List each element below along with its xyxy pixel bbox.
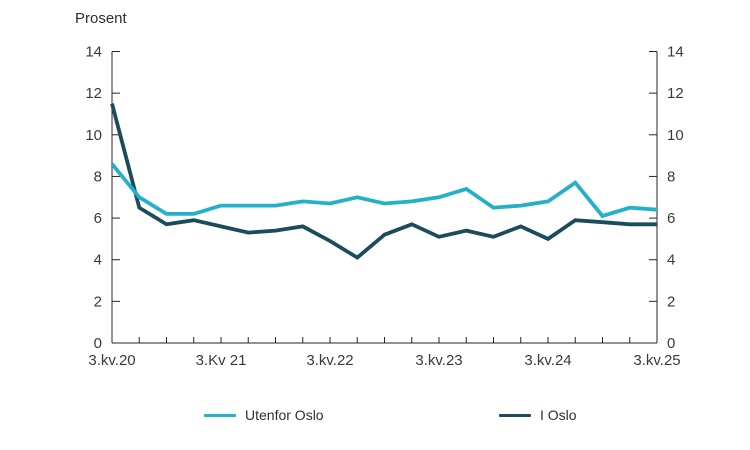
x-tick-label: 3.kv.24 [524, 352, 571, 369]
y-tick-label-right: 14 [667, 44, 684, 61]
x-tick-label: 3.kv.22 [306, 352, 353, 369]
series-line-i-oslo [110, 103, 657, 260]
legend-item-i-oslo: I Oslo [499, 404, 577, 426]
legend-item-utenfor-oslo: Utenfor Oslo [204, 404, 324, 426]
y-tick-label-right: 0 [667, 335, 675, 352]
x-tick-label: 3.kv.23 [415, 352, 462, 369]
y-tick-label-right: 4 [667, 252, 675, 269]
x-tick-label: 3.Kv 21 [196, 352, 247, 369]
legend-swatch-utenfor-oslo [204, 413, 236, 417]
y-tick-label-left: 6 [94, 210, 102, 227]
legend-label-utenfor-oslo: Utenfor Oslo [245, 407, 324, 423]
legend-label-i-oslo: I Oslo [540, 407, 577, 423]
y-tick-label-left: 14 [85, 44, 102, 61]
y-tick-label-left: 4 [94, 252, 102, 269]
y-tick-label-right: 10 [667, 127, 684, 144]
series-line-utenfor-oslo [110, 162, 658, 219]
y-tick-label-left: 2 [94, 293, 102, 310]
legend-swatch-i-oslo [499, 413, 531, 417]
y-tick-label-left: 8 [94, 168, 102, 185]
y-tick-label-right: 6 [667, 210, 675, 227]
y-tick-label-left: 12 [85, 85, 102, 102]
y-tick-label-left: 10 [85, 127, 102, 144]
y-tick-label-right: 2 [667, 293, 675, 310]
y-tick-label-left: 0 [94, 335, 102, 352]
x-tick-label: 3.kv.20 [88, 352, 135, 369]
x-tick-label: 3.kv.25 [633, 352, 680, 369]
y-tick-label-right: 12 [667, 85, 684, 102]
chart-legend: Utenfor Oslo I Oslo [0, 404, 750, 430]
y-tick-label-right: 8 [667, 168, 675, 185]
y-axis-unit-label: Prosent [75, 10, 127, 27]
